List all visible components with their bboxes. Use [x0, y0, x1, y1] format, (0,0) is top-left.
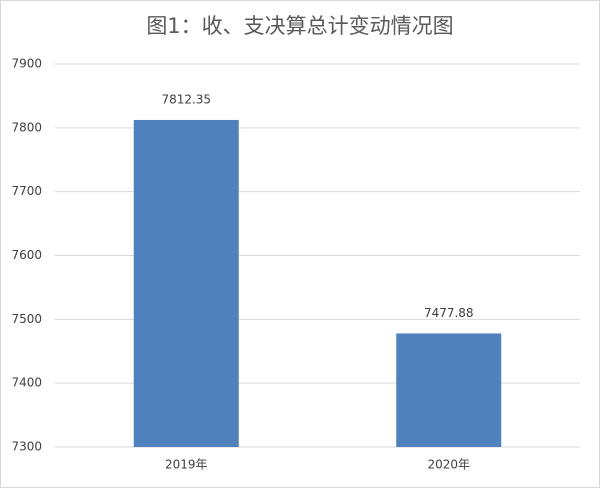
bar — [396, 333, 502, 447]
x-tick-label: 2019年 — [165, 458, 208, 472]
data-label: 7477.88 — [424, 306, 474, 320]
bar — [133, 119, 239, 447]
chart-title: 图1：收、支决算总计变动情况图 — [146, 14, 453, 38]
y-tick-label: 7300 — [11, 440, 42, 454]
y-tick-label: 7400 — [11, 376, 42, 390]
data-label: 7812.35 — [161, 92, 211, 106]
y-tick-label: 7900 — [11, 57, 42, 71]
x-tick-label: 2020年 — [427, 458, 470, 472]
y-tick-label: 7700 — [11, 184, 42, 198]
y-tick-label: 7600 — [11, 248, 42, 262]
y-tick-label: 7800 — [11, 120, 42, 134]
y-tick-label: 7500 — [11, 312, 42, 326]
